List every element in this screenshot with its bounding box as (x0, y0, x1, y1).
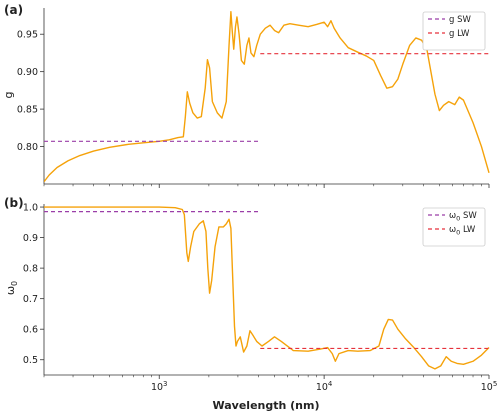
x-tick-label: 103 (151, 380, 168, 393)
legend-box-1 (422, 207, 486, 247)
panel-b-ylabel-base: ω (4, 286, 17, 295)
panel-a-label: (a) (4, 3, 23, 17)
panel-a-plot: 0.80 0.85 0.90 0.95 g SW g LW (17, 8, 490, 188)
y-tick-label: 0.5 (23, 355, 38, 366)
y-tick-label: 0.80 (17, 142, 38, 153)
y-tick-label: 1.0 (23, 203, 38, 214)
x-tick-label: 104 (316, 380, 333, 393)
y-tick-label: 0.7 (23, 294, 38, 305)
panel-b-ylabel: ω0 (4, 281, 19, 295)
legend-label: ω0 LW (449, 225, 476, 237)
legend-label: g LW (449, 29, 470, 39)
panel-b-plot: 0.5 0.6 0.7 0.8 0.9 1.0 103 104 105 ω0 SW ω0 LW (23, 203, 497, 393)
y-tick-label: 0.85 (17, 105, 38, 116)
legend-label: g SW (449, 15, 471, 25)
y-tick-label: 0.6 (23, 325, 38, 336)
panel-b-ylabel-sub: 0 (10, 281, 19, 286)
panel-b-label: (b) (4, 196, 24, 210)
spectrum-line-0 (44, 11, 490, 183)
y-tick-label: 0.9 (23, 233, 38, 244)
spectrum-line-1 (44, 206, 490, 370)
y-tick-label: 0.8 (23, 264, 38, 275)
y-tick-label: 0.95 (17, 30, 38, 41)
panel-a-ylabel: g (2, 92, 15, 99)
x-axis-label: Wavelength (nm) (213, 399, 320, 412)
y-tick-label: 0.90 (17, 67, 38, 78)
legend-box-0 (422, 11, 486, 51)
x-tick-label: 105 (481, 380, 498, 393)
legend-label: ω0 SW (449, 211, 477, 223)
